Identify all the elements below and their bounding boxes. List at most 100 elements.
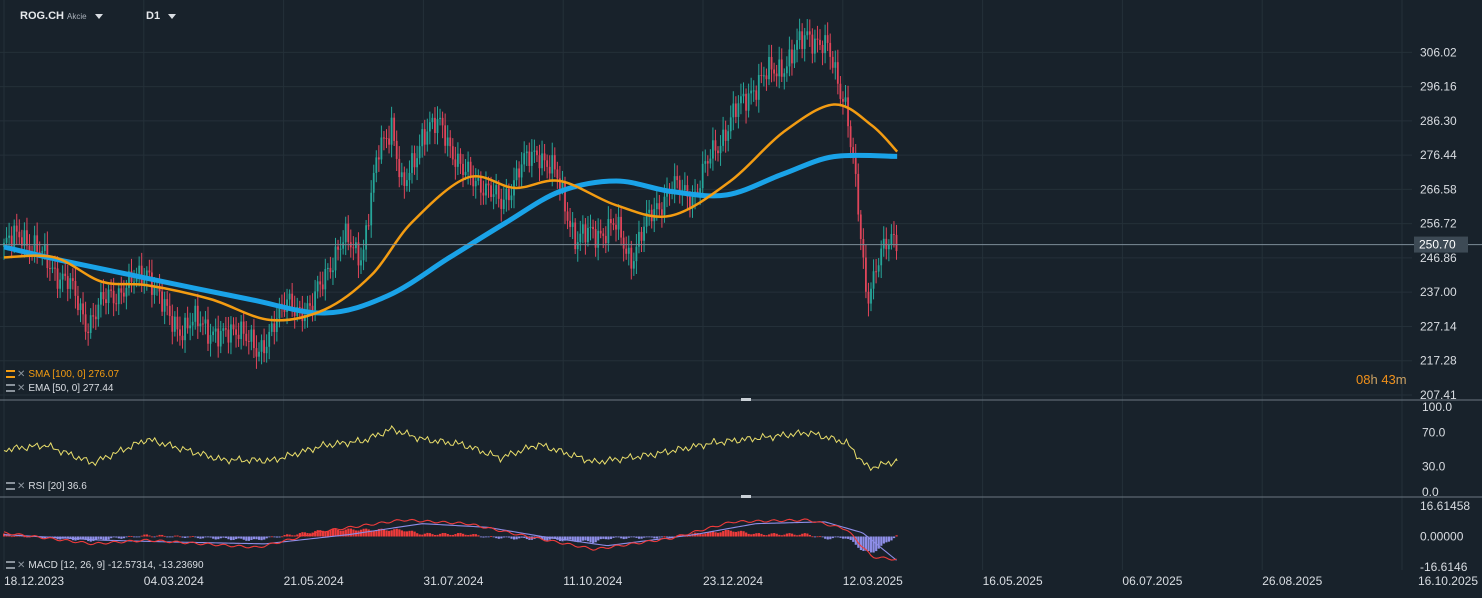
macd-histogram-bar <box>329 529 332 537</box>
macd-histogram-bar <box>834 536 837 538</box>
timeframe-selector[interactable]: D1 <box>146 10 177 22</box>
close-icon[interactable]: ✕ <box>17 481 26 492</box>
candle-body <box>288 293 291 300</box>
macd-histogram-bar <box>773 533 776 537</box>
macd-histogram-bar <box>127 535 131 537</box>
candle-body <box>102 291 105 300</box>
settings-icon[interactable] <box>6 561 15 570</box>
candle-body <box>408 172 411 181</box>
candle-body <box>393 117 396 141</box>
candle-body <box>865 257 867 292</box>
close-icon[interactable]: ✕ <box>17 560 26 571</box>
macd-histogram-bar <box>339 530 342 537</box>
candle-body <box>831 56 834 68</box>
candle-body <box>357 242 360 266</box>
sma-legend[interactable]: ✕ SMA [100, 0] 276.07 <box>6 369 119 380</box>
macd-histogram-bar <box>232 536 235 541</box>
macd-histogram-bar <box>94 536 97 540</box>
macd-histogram-bar <box>678 534 681 537</box>
candle-body <box>431 117 434 123</box>
price-tick-label: 296.16 <box>1420 80 1457 94</box>
macd-histogram-bar <box>852 536 855 542</box>
candle-body <box>589 226 592 228</box>
macd-histogram-bar <box>115 536 118 538</box>
macd-histogram-bar <box>793 534 796 537</box>
macd-histogram-bar <box>309 533 312 537</box>
candle-body <box>194 305 197 322</box>
price-tick-label: 246.86 <box>1420 251 1457 265</box>
candle-body <box>181 335 184 341</box>
macd-histogram-bar <box>745 532 748 537</box>
macd-histogram-bar <box>291 535 294 537</box>
macd-histogram-bar <box>163 535 166 537</box>
macd-histogram-bar <box>566 536 569 540</box>
candle-body <box>581 224 584 234</box>
macd-histogram-bar <box>645 536 648 538</box>
macd-histogram-bar <box>191 536 194 537</box>
candle-body <box>729 117 732 132</box>
candle-body <box>612 223 615 225</box>
macd-histogram-bar <box>8 535 11 537</box>
macd-legend[interactable]: ✕ MACD [12, 26, 9] -12.57314, -13.23690 <box>6 560 204 571</box>
candle-body <box>375 157 378 173</box>
price-tick-label: 217.28 <box>1420 354 1457 368</box>
macd-histogram-bar <box>892 536 896 539</box>
candle-body <box>214 328 217 332</box>
candle-body <box>316 281 319 292</box>
candle-body <box>128 271 130 288</box>
candle-body <box>8 235 10 238</box>
candle-body <box>505 188 508 200</box>
price-tick-label: 286.30 <box>1420 114 1457 128</box>
symbol-label: ROG.CH <box>20 10 64 22</box>
macd-histogram-bar <box>156 535 159 537</box>
macd-histogram-bar <box>768 534 771 537</box>
settings-icon[interactable] <box>6 482 15 491</box>
macd-histogram-bar <box>788 533 791 537</box>
candle-body <box>107 289 110 304</box>
candle-body <box>20 237 23 246</box>
candle-body <box>658 203 661 210</box>
candle-body <box>712 140 714 159</box>
candle-body <box>38 251 41 253</box>
candle-body <box>439 117 441 120</box>
candle-body <box>518 168 520 178</box>
macd-histogram-bar <box>377 528 381 537</box>
candle-body <box>110 289 112 291</box>
candle-body <box>808 31 811 35</box>
candle-body <box>459 153 462 164</box>
candle-body <box>400 172 403 178</box>
date-tick-label: 23.12.2024 <box>703 574 763 588</box>
chevron-down-icon <box>168 13 177 19</box>
candle-body <box>171 316 174 332</box>
candle-body <box>571 222 574 227</box>
candle-body <box>291 293 294 309</box>
macd-histogram-bar <box>428 533 432 537</box>
candle-body <box>806 31 809 36</box>
rsi-tick-label: 70.0 <box>1422 426 1446 440</box>
close-icon[interactable]: ✕ <box>17 369 26 380</box>
candle-body <box>202 323 204 325</box>
close-icon[interactable]: ✕ <box>17 383 26 394</box>
rsi-legend[interactable]: ✕ RSI [20] 36.6 <box>6 481 87 492</box>
settings-icon[interactable] <box>6 370 15 379</box>
settings-icon[interactable] <box>6 384 15 393</box>
macd-legend-text: MACD [12, 26, 9] -12.57314, -13.23690 <box>28 560 204 571</box>
macd-histogram-bar <box>385 530 388 537</box>
candle-body <box>500 198 503 209</box>
macd-histogram-bar <box>199 536 202 539</box>
macd-histogram-bar <box>148 535 151 537</box>
candle-body <box>717 150 719 154</box>
candle-body <box>112 290 115 304</box>
symbol-selector[interactable]: ROG.CH Akcie <box>20 10 103 22</box>
macd-histogram-bar <box>235 536 238 540</box>
candle-body <box>49 268 51 270</box>
macd-histogram-bar <box>704 533 707 537</box>
ema-legend[interactable]: ✕ EMA [50, 0] 277.44 <box>6 383 113 394</box>
candle-body <box>122 292 125 297</box>
macd-histogram-bar <box>780 535 783 537</box>
candle-body <box>847 97 849 127</box>
candle-body <box>714 140 717 151</box>
date-tick-label: 16.05.2025 <box>983 574 1043 588</box>
candle-body <box>745 93 747 111</box>
